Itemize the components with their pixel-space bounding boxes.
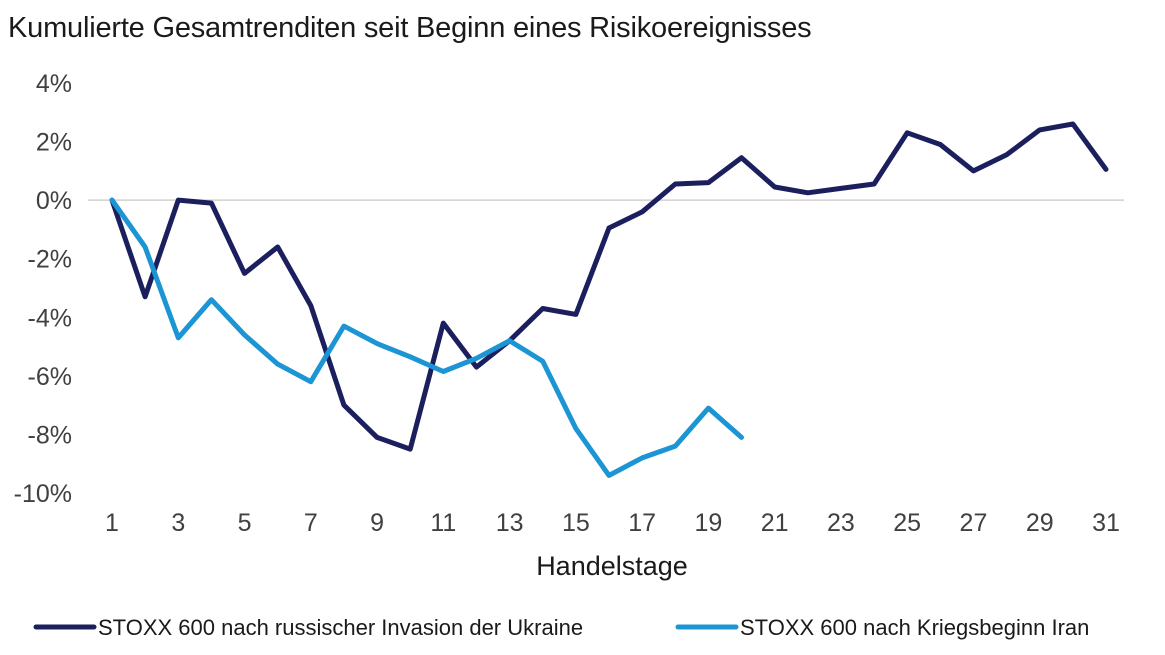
series-line-1 xyxy=(109,121,1109,452)
series-line-2 xyxy=(109,197,744,478)
legend-label-1: STOXX 600 nach russischer Invasion der U… xyxy=(98,615,583,640)
x-tick-label: 21 xyxy=(761,509,789,537)
x-tick-label: 1 xyxy=(105,509,119,537)
y-tick-label: -2% xyxy=(28,246,72,274)
x-tick-label: 15 xyxy=(562,509,590,537)
y-tick-label: -8% xyxy=(28,421,72,449)
y-tick-label: -10% xyxy=(14,480,72,508)
y-tick-label: 4% xyxy=(36,70,72,98)
x-tick-label: 7 xyxy=(304,509,318,537)
y-tick-label: -6% xyxy=(28,363,72,391)
series-lines xyxy=(109,121,1109,478)
legend: STOXX 600 nach russischer Invasion der U… xyxy=(33,615,1089,640)
y-tick-label: 0% xyxy=(36,187,72,215)
x-tick-label: 29 xyxy=(1026,509,1054,537)
x-tick-label: 19 xyxy=(694,509,722,537)
x-tick-label: 25 xyxy=(893,509,921,537)
x-tick-label: 17 xyxy=(628,509,656,537)
chart-title: Kumulierte Gesamtrenditen seit Beginn ei… xyxy=(8,12,812,44)
x-tick-label: 9 xyxy=(370,509,384,537)
y-axis: 4% 2% 0% -2% -4% -6% -8% -10% xyxy=(14,70,72,508)
x-tick-label: 23 xyxy=(827,509,855,537)
x-tick-label: 31 xyxy=(1092,509,1120,537)
x-tick-label: 27 xyxy=(960,509,988,537)
y-tick-label: -4% xyxy=(28,304,72,332)
x-tick-label: 3 xyxy=(171,509,185,537)
legend-label-2: STOXX 600 nach Kriegsbeginn Iran xyxy=(740,615,1089,640)
x-tick-label: 11 xyxy=(430,509,456,537)
x-tick-label: 13 xyxy=(496,509,524,537)
x-tick-label: 5 xyxy=(238,509,252,537)
x-axis: 1 3 5 7 9 11 13 15 17 19 21 23 25 27 29 31 xyxy=(105,509,1120,537)
x-axis-title: Handelstage xyxy=(536,551,688,581)
y-tick-label: 2% xyxy=(36,129,72,157)
